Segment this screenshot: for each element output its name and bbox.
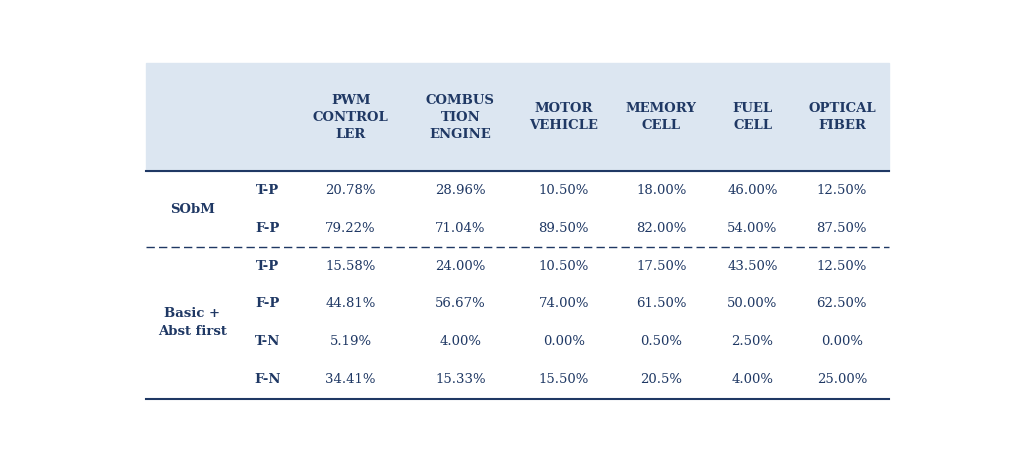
Text: 62.50%: 62.50% bbox=[816, 297, 867, 310]
Text: 10.50%: 10.50% bbox=[539, 260, 589, 272]
Text: 10.50%: 10.50% bbox=[539, 184, 589, 197]
Text: T-N: T-N bbox=[254, 335, 281, 348]
Text: MEMORY
CELL: MEMORY CELL bbox=[626, 102, 697, 132]
Text: 20.78%: 20.78% bbox=[326, 184, 376, 197]
Text: 82.00%: 82.00% bbox=[636, 222, 686, 235]
Text: 50.00%: 50.00% bbox=[727, 297, 778, 310]
Text: 17.50%: 17.50% bbox=[636, 260, 686, 272]
Text: 12.50%: 12.50% bbox=[816, 260, 867, 272]
Text: 0.00%: 0.00% bbox=[821, 335, 863, 348]
Text: T-P: T-P bbox=[256, 260, 279, 272]
Text: 34.41%: 34.41% bbox=[326, 373, 376, 386]
Text: 54.00%: 54.00% bbox=[727, 222, 778, 235]
Text: PWM
CONTROL
LER: PWM CONTROL LER bbox=[313, 94, 388, 141]
Text: 79.22%: 79.22% bbox=[325, 222, 376, 235]
Text: OPTICAL
FIBER: OPTICAL FIBER bbox=[808, 102, 876, 132]
Text: 4.00%: 4.00% bbox=[439, 335, 481, 348]
Text: FUEL
CELL: FUEL CELL bbox=[733, 102, 773, 132]
Text: F-P: F-P bbox=[255, 222, 279, 235]
Text: 56.67%: 56.67% bbox=[435, 297, 485, 310]
Text: 15.33%: 15.33% bbox=[435, 373, 485, 386]
Text: 28.96%: 28.96% bbox=[435, 184, 485, 197]
Text: SObM: SObM bbox=[170, 203, 215, 216]
Text: Basic +
Abst first: Basic + Abst first bbox=[158, 307, 227, 338]
Text: 44.81%: 44.81% bbox=[326, 297, 376, 310]
Text: 0.00%: 0.00% bbox=[543, 335, 585, 348]
Text: 61.50%: 61.50% bbox=[636, 297, 686, 310]
Text: MOTOR
VEHICLE: MOTOR VEHICLE bbox=[530, 102, 598, 132]
Text: 43.50%: 43.50% bbox=[727, 260, 778, 272]
Text: COMBUS
TION
ENGINE: COMBUS TION ENGINE bbox=[426, 94, 494, 141]
Text: 25.00%: 25.00% bbox=[816, 373, 867, 386]
Text: 5.19%: 5.19% bbox=[330, 335, 371, 348]
Text: 71.04%: 71.04% bbox=[435, 222, 485, 235]
Bar bbox=[145, 63, 889, 171]
Text: 89.50%: 89.50% bbox=[539, 222, 589, 235]
Text: 12.50%: 12.50% bbox=[816, 184, 867, 197]
Text: F-N: F-N bbox=[254, 373, 281, 386]
Text: 87.50%: 87.50% bbox=[816, 222, 867, 235]
Text: 24.00%: 24.00% bbox=[435, 260, 485, 272]
Text: F-P: F-P bbox=[255, 297, 279, 310]
Text: 74.00%: 74.00% bbox=[539, 297, 589, 310]
Text: 0.50%: 0.50% bbox=[641, 335, 682, 348]
Text: 15.50%: 15.50% bbox=[539, 373, 589, 386]
Text: 20.5%: 20.5% bbox=[641, 373, 682, 386]
Text: T-P: T-P bbox=[256, 184, 279, 197]
Text: 2.50%: 2.50% bbox=[732, 335, 774, 348]
Text: 4.00%: 4.00% bbox=[732, 373, 774, 386]
Text: 18.00%: 18.00% bbox=[636, 184, 686, 197]
Text: 46.00%: 46.00% bbox=[727, 184, 778, 197]
Text: 15.58%: 15.58% bbox=[326, 260, 376, 272]
